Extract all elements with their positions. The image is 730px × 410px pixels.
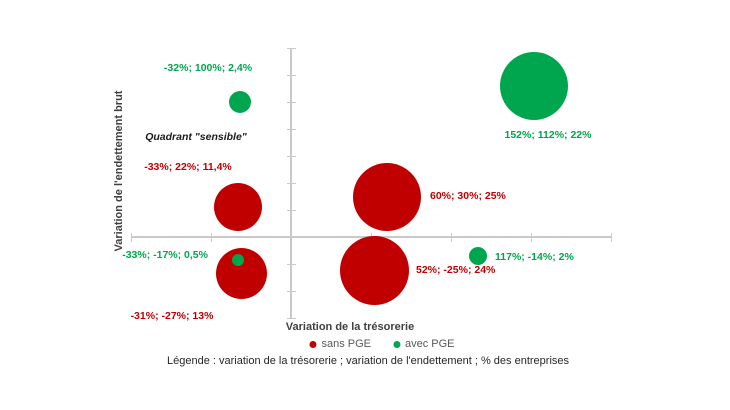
y-axis-tick <box>286 128 296 130</box>
bubble-label-sans-pge: -31%; -27%; 13% <box>130 309 214 322</box>
x-axis-title: Variation de la trésorerie <box>285 321 415 333</box>
chart-legend: sans PGE avec PGE <box>309 338 455 350</box>
legend-item-sans-pge: sans PGE <box>309 338 371 350</box>
bubble-avec-pge <box>232 253 245 266</box>
y-axis-title: Variation de l'endettement brut <box>113 90 125 252</box>
bubble-sans-pge <box>214 183 263 232</box>
y-axis-tick <box>286 182 296 184</box>
bubble-sans-pge <box>339 236 409 306</box>
x-axis-tick <box>130 232 132 242</box>
y-axis-tick <box>286 290 296 292</box>
y-axis-tick <box>286 74 296 76</box>
bubble-avec-pge <box>469 246 488 265</box>
x-axis-tick <box>530 232 532 242</box>
bubble-avec-pge <box>500 51 569 120</box>
y-axis-tick <box>286 101 296 103</box>
y-axis-tick <box>286 263 296 265</box>
bubble-sans-pge <box>353 162 421 231</box>
bubble-label-avec-pge: -32%; 100%; 2,4% <box>163 61 253 74</box>
bubble-label-avec-pge: 152%; 112%; 22% <box>504 128 592 141</box>
legend-label-sans-pge: sans PGE <box>321 338 371 350</box>
bubble-avec-pge <box>228 91 251 113</box>
legend-marker-avec-pge-icon <box>393 340 400 348</box>
bubble-label-avec-pge: 117%; -14%; 2% <box>495 250 574 263</box>
x-axis-tick <box>450 232 452 242</box>
bubble-label-avec-pge: -33%; -17%; 0,5% <box>122 248 208 261</box>
figure-caption: Légende : variation de la trésorerie ; v… <box>167 355 569 367</box>
y-axis-tick <box>286 47 296 49</box>
y-axis-tick <box>286 209 296 211</box>
bubble-label-sans-pge: 60%; 30%; 25% <box>430 189 506 202</box>
legend-item-avec-pge: avec PGE <box>393 338 455 350</box>
legend-label-avec-pge: avec PGE <box>405 338 455 350</box>
legend-marker-sans-pge-icon <box>309 340 317 348</box>
y-axis-tick <box>286 236 296 238</box>
x-axis-tick <box>210 232 212 242</box>
quadrant-annotation: Quadrant "sensible" <box>145 131 247 143</box>
bubble-label-sans-pge: -33%; 22%; 11,4% <box>144 160 232 173</box>
y-axis-tick <box>286 317 296 319</box>
x-axis-tick <box>610 232 612 242</box>
y-axis-tick <box>286 155 296 157</box>
bubble-label-sans-pge: 52%; -25%; 24% <box>416 263 496 276</box>
